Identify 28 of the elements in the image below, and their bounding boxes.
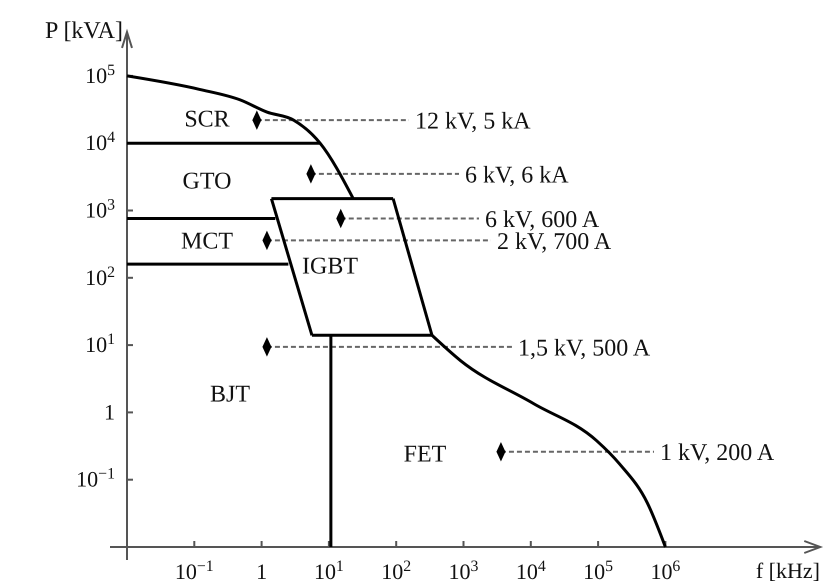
annotation: MCT xyxy=(180,228,234,254)
x-tick-label: 10$^{−1}$ xyxy=(174,557,214,584)
annotation: BJT xyxy=(210,381,250,408)
x-tick-label: 10$^{2}$ xyxy=(381,557,412,584)
x-tick-label: 10$^{1}$ xyxy=(314,557,344,584)
y-tick-label: 10$^{4}$ xyxy=(85,128,116,156)
y-tick-label: 10$^{3}$ xyxy=(85,196,116,223)
annotation: SCR xyxy=(184,106,230,132)
annotation: 1 kV, 200 A xyxy=(660,440,775,466)
x-tick-label: 10$^{6}$ xyxy=(650,557,680,584)
x-axis-title: f [kHz] xyxy=(756,558,820,583)
annotation: 12 kV, 5 kA xyxy=(415,108,532,135)
annotation: FET xyxy=(404,441,447,468)
x-tick-label: 10$^{4}$ xyxy=(516,557,546,584)
annotation: GTO xyxy=(182,168,232,194)
y-axis-title: P [kVA] xyxy=(44,18,123,44)
x-tick-label: 10$^{5}$ xyxy=(583,557,614,584)
y-tick-label: 10$^{−1}$ xyxy=(76,465,115,492)
x-tick-label: 1 xyxy=(256,558,268,584)
y-tick-label: 10$^{5}$ xyxy=(85,61,116,88)
y-tick-label: 10$^{2}$ xyxy=(85,263,116,290)
x-tick-label: 10$^{3}$ xyxy=(448,557,479,584)
annotation: IGBT xyxy=(302,253,358,280)
annotation: 6 kV, 600 A xyxy=(485,206,600,233)
y-tick-label: 10$^{1}$ xyxy=(85,330,115,358)
annotation: 6 kV, 6 kA xyxy=(465,162,570,188)
annotation: 1,5 kV, 500 A xyxy=(518,335,651,362)
y-tick-label: 1 xyxy=(104,399,115,424)
